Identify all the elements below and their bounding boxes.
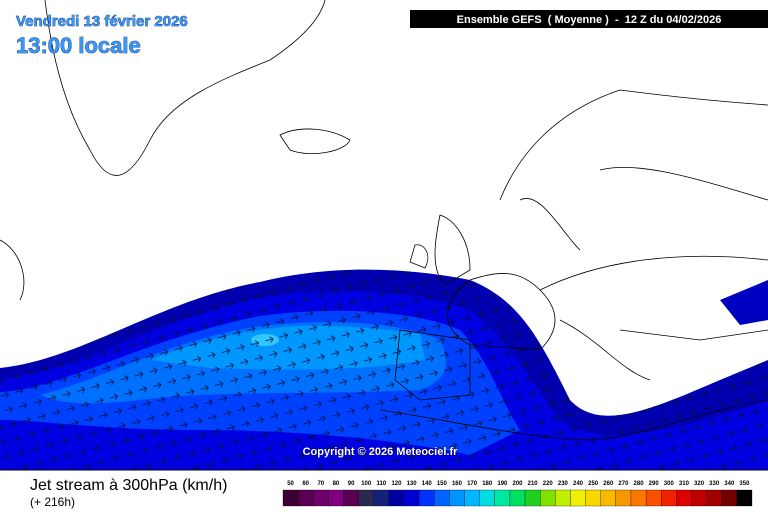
scale-label: 130 xyxy=(407,481,418,487)
scale-swatch xyxy=(343,489,359,507)
scale-label: 80 xyxy=(333,481,340,487)
scale-label: 150 xyxy=(437,481,448,487)
scale-label: 270 xyxy=(618,481,629,487)
scale-swatch xyxy=(282,489,299,507)
scale-label: 90 xyxy=(348,481,355,487)
scale-swatch xyxy=(615,489,632,507)
scale-swatch xyxy=(540,489,556,507)
scale-label: 160 xyxy=(452,481,463,487)
scale-label: 260 xyxy=(603,481,614,487)
scale-label: 60 xyxy=(302,481,309,487)
land-outlines xyxy=(0,0,768,441)
date: Vendredi 13 février 2026 xyxy=(16,13,188,30)
scale-swatch xyxy=(570,489,586,507)
scale-label: 240 xyxy=(573,481,584,487)
scale-label: 290 xyxy=(649,481,660,487)
scale-label: 330 xyxy=(709,481,720,487)
scale-label: 300 xyxy=(664,481,675,487)
scale-label: 50 xyxy=(287,481,294,487)
scale-swatch xyxy=(706,489,722,507)
scale-swatch xyxy=(313,489,329,507)
scale-label: 220 xyxy=(543,481,554,487)
copyright: Copyright © 2026 Meteociel.fr xyxy=(303,446,459,458)
scale-swatch xyxy=(676,489,692,507)
scale-label: 200 xyxy=(512,481,523,487)
lead-time: (+ 216h) xyxy=(30,495,75,509)
scale-swatch xyxy=(661,489,677,507)
scale-swatch xyxy=(736,489,753,507)
scale-label: 250 xyxy=(588,481,599,487)
scale-swatch xyxy=(630,489,647,507)
scale-swatch xyxy=(358,489,374,507)
scale-swatch xyxy=(419,489,435,507)
scale-label: 180 xyxy=(482,481,493,487)
scale-label: 140 xyxy=(422,481,433,487)
scale-swatch xyxy=(328,489,344,507)
scale-swatch xyxy=(509,489,526,507)
scale-label: 230 xyxy=(558,481,569,487)
scale-label: 190 xyxy=(497,481,508,487)
jet-stream xyxy=(0,269,768,470)
scale-swatch xyxy=(585,489,601,507)
scale-swatch xyxy=(388,489,405,507)
scale-swatch xyxy=(373,489,390,507)
scale-swatch xyxy=(524,489,541,507)
scale-swatch xyxy=(721,489,738,507)
scale-swatch xyxy=(600,489,616,507)
scale-swatch xyxy=(494,489,511,507)
color-scale: 50 60 70 80 90 100 110 120 130 140 150 160 170 180 190… xyxy=(282,481,753,507)
scale-swatch xyxy=(479,489,495,507)
scale-swatch xyxy=(645,489,662,507)
scale-label: 110 xyxy=(376,481,386,487)
scale-swatch xyxy=(691,489,707,507)
scale-swatch xyxy=(449,489,465,507)
scale-label: 350 xyxy=(739,481,750,487)
scale-swatch xyxy=(464,489,480,507)
scale-label: 120 xyxy=(391,481,402,487)
run-box xyxy=(410,10,768,28)
scale-swatch xyxy=(434,489,450,507)
scale-swatch xyxy=(403,489,420,507)
run-info: Ensemble GEFS ( Moyenne ) - 12 Z du 04/0… xyxy=(457,14,722,26)
footer-title: Jet stream à 300hPa (km/h) xyxy=(30,477,227,494)
local-time: 13:00 locale xyxy=(16,33,141,58)
scale-label: 170 xyxy=(467,481,478,487)
scale-label: 340 xyxy=(724,481,735,487)
scale-label: 210 xyxy=(528,481,539,487)
scale-swatch xyxy=(297,489,314,507)
scale-label: 310 xyxy=(679,481,690,487)
scale-label: 100 xyxy=(361,481,372,487)
scale-label: 70 xyxy=(317,481,324,487)
scale-label: 320 xyxy=(694,481,705,487)
scale-label: 280 xyxy=(634,481,645,487)
scale-swatch xyxy=(555,489,571,507)
